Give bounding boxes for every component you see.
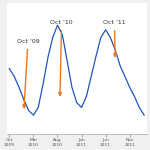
Text: Oct '10: Oct '10 — [50, 20, 73, 95]
Text: Oct '09: Oct '09 — [17, 39, 39, 108]
Text: Oct '11: Oct '11 — [103, 20, 126, 57]
